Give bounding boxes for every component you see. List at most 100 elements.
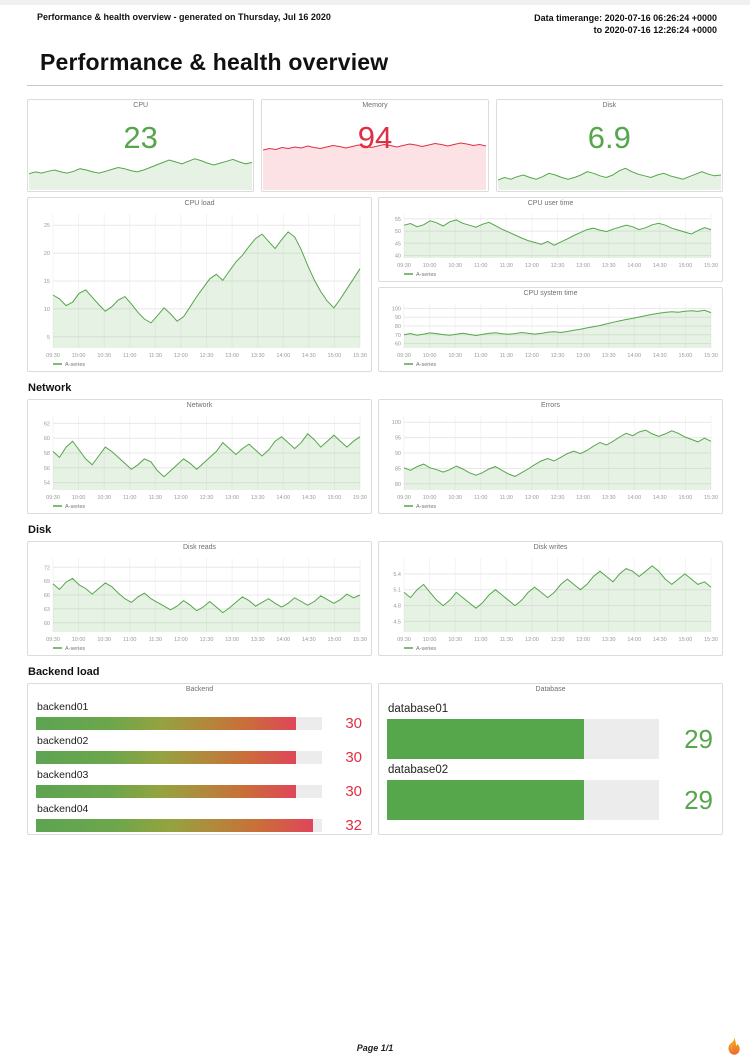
- svg-text:90: 90: [395, 451, 401, 457]
- svg-text:15:30: 15:30: [353, 637, 367, 643]
- svg-text:10:00: 10:00: [72, 637, 86, 643]
- svg-text:11:30: 11:30: [149, 495, 162, 501]
- cpu-right-column: CPU user time 40 45 50 55 09:30 10:00 10:30 11:…: [378, 197, 723, 373]
- bar-value: 30: [345, 783, 362, 801]
- svg-text:14:30: 14:30: [302, 637, 316, 643]
- report-page: Performance & health overview - generate…: [27, 10, 723, 838]
- svg-text:4.8: 4.8: [393, 604, 401, 610]
- svg-text:12:30: 12:30: [551, 353, 565, 359]
- svg-text:70: 70: [395, 333, 401, 339]
- cpu-user-time-chart: 40 45 50 55 09:30 10:00 10:30 11:00 11:30 12:00 12…: [382, 209, 719, 278]
- panel-title: Disk reads: [182, 544, 217, 552]
- bar-line: 29: [387, 719, 713, 760]
- svg-text:11:00: 11:00: [123, 495, 136, 501]
- bar-label: backend04: [37, 803, 89, 816]
- bar-track: [36, 819, 322, 833]
- svg-text:60: 60: [44, 436, 50, 442]
- stats-row: CPU 23 Memory 94 Disk 6.9: [27, 99, 723, 193]
- svg-text:15:30: 15:30: [353, 353, 367, 359]
- svg-text:13:30: 13:30: [251, 495, 265, 501]
- disk-reads-chart: 60 63 66 69 72 09:30 10:00 10:30 11:00 11:30 12:00…: [31, 553, 368, 652]
- svg-text:13:30: 13:30: [602, 637, 616, 643]
- svg-text:14:30: 14:30: [653, 353, 667, 359]
- svg-text:69: 69: [44, 579, 50, 585]
- svg-text:14:00: 14:00: [276, 495, 290, 501]
- svg-text:54: 54: [44, 481, 50, 487]
- chart-canvas: [28, 158, 253, 191]
- svg-text:14:30: 14:30: [302, 353, 316, 359]
- report-header: Performance & health overview - generate…: [27, 10, 723, 36]
- backend-bar-gauge: backend01 30 backend02 30 backend03 30 backend…: [28, 695, 371, 838]
- bar-line: 29: [387, 780, 713, 821]
- svg-text:14:00: 14:00: [627, 637, 641, 643]
- page-title: Performance & health overview: [40, 49, 389, 76]
- disk-row: Disk reads 60 63 66 69 72 09:30 10:00 10:30 11:0…: [27, 541, 723, 657]
- svg-text:45: 45: [395, 242, 401, 248]
- svg-text:15:00: 15:00: [679, 353, 693, 359]
- database-bar-gauge: database01 29 database02 29: [379, 695, 722, 824]
- svg-text:09:30: 09:30: [397, 353, 411, 359]
- svg-text:09:30: 09:30: [397, 637, 411, 643]
- svg-text:12:00: 12:00: [525, 263, 539, 269]
- section-header-backend-load: Backend load: [28, 666, 100, 679]
- svg-text:14:00: 14:00: [627, 495, 641, 501]
- panel-title: Memory: [362, 102, 388, 110]
- svg-text:95: 95: [395, 436, 401, 442]
- svg-text:13:00: 13:00: [576, 263, 590, 269]
- svg-text:66: 66: [44, 593, 50, 599]
- svg-text:15:30: 15:30: [353, 495, 367, 501]
- svg-text:11:30: 11:30: [500, 495, 513, 501]
- bar-fill: [36, 717, 296, 731]
- svg-text:11:30: 11:30: [500, 353, 513, 359]
- bar-track: [36, 717, 322, 731]
- disk-sparkline: [497, 138, 721, 191]
- chart-canvas: 60 70 80 90 100 09:30 10:00 10:30 11:00 11:30 12:0…: [392, 304, 718, 368]
- svg-text:15:30: 15:30: [704, 353, 718, 359]
- chart-canvas: 54 56 58 60 62 09:30 10:00 10:30 11:00 11:30 12:00…: [44, 416, 367, 510]
- legend-label: A-series: [416, 504, 436, 510]
- bar-value: 30: [345, 749, 362, 767]
- panel-backend: Backend backend01 30 backend02 30 backend03 3…: [27, 683, 372, 838]
- svg-text:15: 15: [44, 279, 50, 285]
- svg-text:11:30: 11:30: [500, 637, 513, 643]
- chart-canvas: 5 10 15 20 25 09:30 10:00 10:30 11:00 11:30 12:00 1…: [44, 214, 367, 368]
- chart-canvas: 4.5 4.8 5.1 5.4 09:30 10:00 10:30 11:00 11:30 12:…: [393, 558, 718, 652]
- svg-text:80: 80: [395, 324, 401, 330]
- stat-value-memory: 94: [357, 120, 393, 156]
- svg-text:14:00: 14:00: [627, 263, 641, 269]
- svg-text:58: 58: [44, 451, 50, 457]
- svg-text:12:30: 12:30: [200, 495, 214, 501]
- svg-text:11:30: 11:30: [500, 263, 513, 269]
- timerange-line2: to 2020-07-16 12:26:24 +0000: [593, 25, 717, 36]
- svg-text:72: 72: [44, 566, 50, 572]
- svg-text:10: 10: [44, 307, 50, 313]
- panel-database: Database database01 29 database02 29: [378, 683, 723, 836]
- backend-row: Backend backend01 30 backend02 30 backend03 3…: [27, 683, 723, 838]
- bar-track: [36, 785, 322, 799]
- bar-label: backend02: [37, 735, 89, 748]
- bar-label: database01: [388, 703, 449, 716]
- panel-errors: Errors 80 85 90 95 100 09:30 10:00 10:30 11:00 11…: [378, 399, 723, 515]
- svg-text:20: 20: [44, 251, 50, 257]
- bar-gauge-row: backend02 30: [36, 735, 362, 766]
- svg-text:11:00: 11:00: [474, 263, 487, 269]
- bar-line: 30: [36, 715, 362, 732]
- bar-track: [387, 780, 659, 821]
- svg-text:14:30: 14:30: [653, 263, 667, 269]
- svg-text:10:30: 10:30: [97, 637, 111, 643]
- panel-title: Errors: [540, 402, 561, 410]
- svg-text:13:00: 13:00: [576, 637, 590, 643]
- panel-title: Backend: [185, 686, 214, 694]
- svg-text:60: 60: [44, 621, 50, 627]
- svg-text:13:30: 13:30: [251, 637, 265, 643]
- svg-text:15:00: 15:00: [679, 637, 693, 643]
- svg-text:10:00: 10:00: [72, 495, 86, 501]
- bar-line: 30: [36, 749, 362, 766]
- svg-text:13:00: 13:00: [576, 353, 590, 359]
- svg-text:12:00: 12:00: [174, 353, 188, 359]
- bar-fill: [387, 719, 585, 760]
- bar-gauge-row: database01 29: [387, 703, 713, 760]
- chart-canvas: 80 85 90 95 100 09:30 10:00 10:30 11:00 11:30 12:0…: [392, 416, 718, 510]
- svg-text:10:30: 10:30: [97, 353, 111, 359]
- svg-text:10:30: 10:30: [448, 353, 462, 359]
